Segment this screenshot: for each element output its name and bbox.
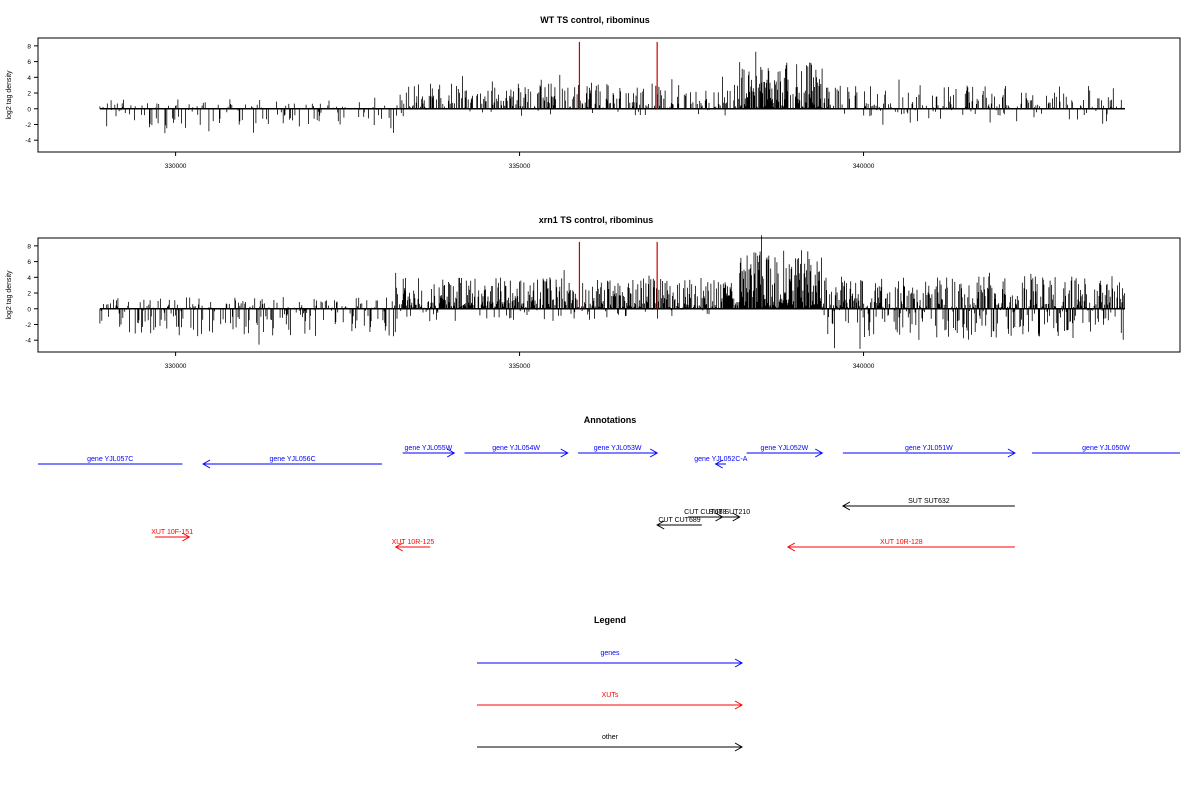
y-tick-label: -2 bbox=[25, 322, 31, 329]
legend-items: genes XUTs other bbox=[477, 650, 744, 752]
xrn1-signal-bars bbox=[99, 235, 1125, 349]
feature-label: XUT 10R-128 bbox=[880, 539, 923, 546]
x-tick-label: 330000 bbox=[165, 363, 187, 370]
legend-item-other: other bbox=[477, 734, 744, 752]
feature-label: SUT SUT210 bbox=[709, 509, 751, 516]
y-tick-label: 4 bbox=[27, 275, 31, 282]
wt-track-title: WT TS control, ribominus bbox=[540, 15, 650, 25]
legend-item-label: genes bbox=[600, 650, 620, 657]
arrowhead-left bbox=[394, 542, 403, 552]
annotations-track: Annotations gene YJL057C gene YJL056Cgene… bbox=[38, 415, 1180, 552]
feature-label: CUT CUT689 bbox=[658, 517, 700, 524]
arrowhead-left bbox=[841, 501, 851, 511]
x-tick-label: 335000 bbox=[509, 363, 531, 370]
y-tick-label: 6 bbox=[27, 259, 31, 266]
legend-item-label: XUTs bbox=[602, 692, 619, 699]
xrn1-y-axis-label: log2 tag density bbox=[6, 270, 13, 320]
legend-title: Legend bbox=[594, 615, 626, 625]
annotation-feature: SUT SUT632 bbox=[841, 498, 1015, 511]
annotation-features: gene YJL057C gene YJL056C gene YJL055W gene… bbox=[38, 445, 1180, 552]
annotation-feature: gene YJL053W bbox=[578, 445, 659, 458]
feature-label: gene YJL052C-A bbox=[694, 456, 748, 463]
feature-label: gene YJL056C bbox=[269, 456, 315, 463]
annotation-feature: gene YJL057C bbox=[38, 456, 183, 465]
y-tick-label: 2 bbox=[27, 91, 31, 98]
feature-label: gene YJL054W bbox=[492, 445, 540, 452]
wt-plot-frame bbox=[37, 37, 1181, 153]
x-tick-label: 340000 bbox=[853, 163, 875, 170]
feature-label: gene YJL055W bbox=[405, 445, 453, 452]
arrowhead-left bbox=[202, 459, 211, 469]
signal-bar-set bbox=[99, 235, 1125, 349]
y-tick-label: 2 bbox=[27, 291, 31, 298]
legend-item-xuts: XUTs bbox=[477, 692, 744, 710]
x-tick-label: 340000 bbox=[853, 363, 875, 370]
feature-label: gene YJL057C bbox=[87, 456, 133, 463]
annotation-feature: gene YJL051W bbox=[842, 445, 1016, 458]
feature-label: SUT SUT632 bbox=[908, 498, 950, 505]
arrowhead-right bbox=[734, 658, 744, 668]
arrowhead-right bbox=[734, 700, 744, 710]
annotation-feature: gene YJL055W bbox=[402, 445, 456, 458]
y-tick-label: -4 bbox=[25, 138, 31, 145]
arrowhead-right bbox=[446, 448, 456, 458]
y-tick-label: 6 bbox=[27, 59, 31, 66]
annotation-feature: XUT 10R-128 bbox=[786, 539, 1015, 552]
xrn1-axes: -4 -2 0 2 4 6 8 330000 335000 340000 bbox=[25, 243, 875, 370]
annotations-title: Annotations bbox=[584, 415, 637, 425]
y-tick-label: 8 bbox=[27, 43, 31, 50]
annotation-feature: XUT 10F-151 bbox=[151, 529, 193, 542]
feature-label: CUT CUT688 bbox=[684, 509, 726, 516]
annotation-feature: gene YJL050W bbox=[1032, 445, 1180, 454]
feature-label: XUT 10F-151 bbox=[151, 529, 193, 536]
arrowhead-left bbox=[714, 459, 723, 469]
annotation-feature: CUT CUT689 bbox=[656, 517, 702, 530]
y-tick-label: -4 bbox=[25, 338, 31, 345]
annotation-feature: XUT 10R-125 bbox=[392, 539, 435, 552]
arrowhead-right bbox=[560, 448, 569, 458]
annotation-feature: gene YJL056C bbox=[202, 456, 382, 469]
legend-item-genes: genes bbox=[477, 650, 744, 668]
wt-y-axis-label: log2 tag density bbox=[6, 70, 13, 120]
arrowhead-right bbox=[815, 448, 824, 458]
arrowhead-left bbox=[786, 542, 796, 552]
signal-bar-set bbox=[99, 51, 1125, 134]
legend-item-label: other bbox=[602, 734, 619, 741]
xrn1-track-title: xrn1 TS control, ribominus bbox=[539, 215, 654, 225]
annotation-feature: gene YJL054W bbox=[464, 445, 569, 458]
xrn1-track-panel: xrn1 TS control, ribominus log2 tag dens… bbox=[6, 215, 1181, 370]
xrn1-plot-frame bbox=[37, 237, 1181, 353]
y-tick-label: 0 bbox=[27, 306, 31, 313]
y-tick-label: 0 bbox=[27, 106, 31, 113]
y-tick-label: 4 bbox=[27, 75, 31, 82]
feature-label: gene YJL050W bbox=[1082, 445, 1130, 452]
annotation-feature: gene YJL052W bbox=[746, 445, 824, 458]
arrowhead-right bbox=[1007, 448, 1016, 458]
annotation-feature: gene YJL052C-A bbox=[694, 456, 748, 469]
feature-label: XUT 10R-125 bbox=[392, 539, 435, 546]
arrowhead-right bbox=[649, 448, 659, 458]
y-tick-label: 8 bbox=[27, 243, 31, 250]
arrowhead-right bbox=[734, 742, 744, 752]
x-tick-label: 330000 bbox=[165, 163, 187, 170]
arrowhead-left bbox=[656, 520, 665, 530]
feature-label: gene YJL051W bbox=[905, 445, 953, 452]
wt-track-panel: WT TS control, ribominus log2 tag densit… bbox=[6, 15, 1181, 170]
arrowhead-right bbox=[732, 512, 741, 522]
x-tick-label: 335000 bbox=[509, 163, 531, 170]
wt-signal-bars bbox=[99, 41, 1125, 134]
annotation-feature: SUT SUT210 bbox=[709, 509, 751, 522]
arrowhead-right bbox=[182, 532, 191, 542]
y-tick-label: -2 bbox=[25, 122, 31, 129]
feature-label: gene YJL052W bbox=[761, 445, 809, 452]
wt-axes: -4 -2 0 2 4 6 8 330000 335000 340000 bbox=[25, 43, 875, 170]
legend: Legend genes XUTs other bbox=[477, 615, 744, 752]
feature-label: gene YJL053W bbox=[594, 445, 642, 452]
